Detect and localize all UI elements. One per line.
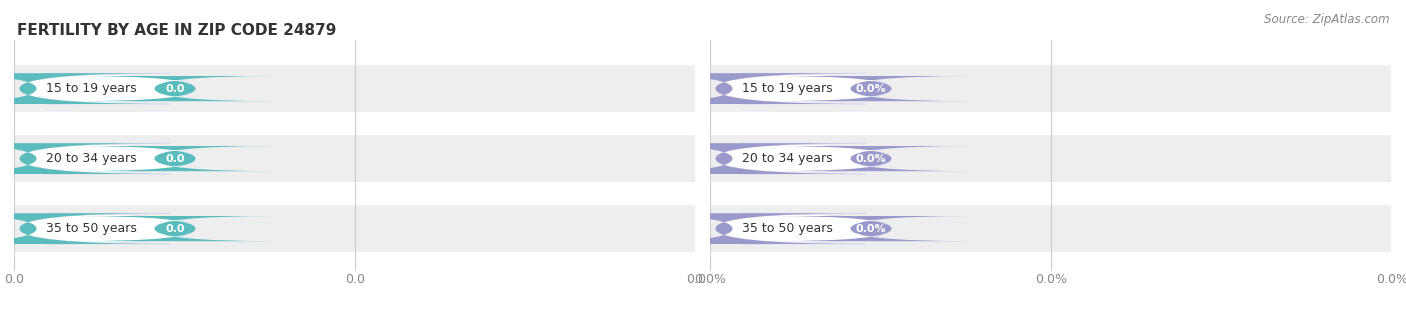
- Text: 0.0: 0.0: [166, 224, 184, 234]
- Text: 0.0%: 0.0%: [856, 153, 886, 164]
- FancyBboxPatch shape: [769, 146, 973, 171]
- FancyBboxPatch shape: [20, 213, 195, 244]
- FancyBboxPatch shape: [0, 143, 170, 174]
- FancyBboxPatch shape: [710, 134, 1392, 183]
- FancyBboxPatch shape: [20, 73, 195, 104]
- Text: 0.0%: 0.0%: [856, 224, 886, 234]
- Text: 15 to 19 years: 15 to 19 years: [742, 82, 832, 95]
- Text: 0.0: 0.0: [166, 83, 184, 94]
- Text: 35 to 50 years: 35 to 50 years: [741, 222, 832, 235]
- FancyBboxPatch shape: [716, 143, 891, 174]
- FancyBboxPatch shape: [769, 76, 973, 101]
- FancyBboxPatch shape: [0, 73, 170, 104]
- FancyBboxPatch shape: [710, 204, 1392, 253]
- Text: 0.0: 0.0: [166, 153, 184, 164]
- FancyBboxPatch shape: [0, 213, 170, 244]
- FancyBboxPatch shape: [20, 143, 195, 174]
- FancyBboxPatch shape: [582, 73, 866, 104]
- FancyBboxPatch shape: [14, 64, 696, 113]
- FancyBboxPatch shape: [14, 134, 696, 183]
- FancyBboxPatch shape: [582, 213, 866, 244]
- FancyBboxPatch shape: [710, 64, 1392, 113]
- Text: 15 to 19 years: 15 to 19 years: [46, 82, 136, 95]
- FancyBboxPatch shape: [582, 143, 866, 174]
- Text: 20 to 34 years: 20 to 34 years: [46, 152, 136, 165]
- Text: 20 to 34 years: 20 to 34 years: [742, 152, 832, 165]
- Text: Source: ZipAtlas.com: Source: ZipAtlas.com: [1264, 13, 1389, 26]
- Text: FERTILITY BY AGE IN ZIP CODE 24879: FERTILITY BY AGE IN ZIP CODE 24879: [17, 23, 336, 38]
- FancyBboxPatch shape: [769, 216, 973, 241]
- FancyBboxPatch shape: [716, 213, 891, 244]
- FancyBboxPatch shape: [73, 76, 277, 101]
- FancyBboxPatch shape: [716, 73, 891, 104]
- FancyBboxPatch shape: [73, 146, 277, 171]
- FancyBboxPatch shape: [73, 216, 277, 241]
- Text: 35 to 50 years: 35 to 50 years: [45, 222, 136, 235]
- FancyBboxPatch shape: [14, 204, 696, 253]
- Text: 0.0%: 0.0%: [856, 83, 886, 94]
